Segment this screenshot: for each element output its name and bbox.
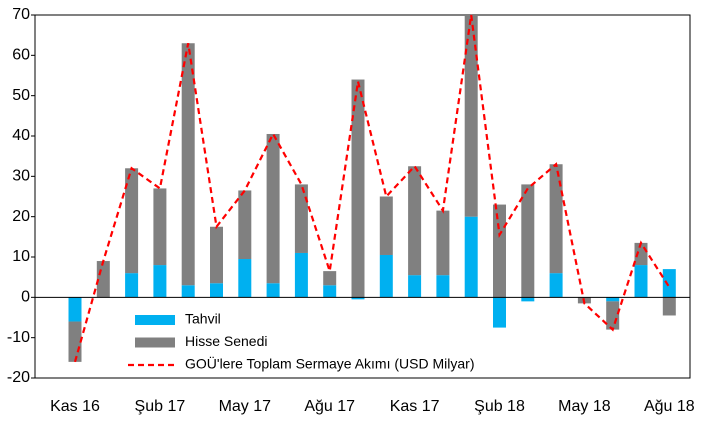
y-tick-label: 30 xyxy=(12,168,30,185)
bar xyxy=(634,265,648,298)
bar xyxy=(210,226,223,284)
bar xyxy=(408,275,422,298)
bar xyxy=(464,216,478,298)
x-tick-label: Şub 18 xyxy=(474,398,525,415)
bar xyxy=(436,275,450,298)
x-tick-label: Ağu 18 xyxy=(644,398,695,415)
x-tick-label: Kas 17 xyxy=(390,398,440,415)
bar xyxy=(662,297,676,316)
legend-label: Hisse Senedi xyxy=(185,333,268,349)
x-tick-label: Ağu 17 xyxy=(304,398,355,415)
y-tick-label: 20 xyxy=(12,208,30,225)
y-tick-label: 10 xyxy=(12,248,30,265)
bar xyxy=(153,265,167,298)
bar xyxy=(379,196,393,255)
bar xyxy=(436,210,450,276)
bar xyxy=(351,297,365,300)
bar xyxy=(351,79,365,298)
x-tick-label: May 18 xyxy=(558,398,611,415)
bar xyxy=(606,301,620,330)
bar xyxy=(181,43,195,286)
bar xyxy=(493,297,506,328)
bar xyxy=(549,164,563,274)
y-tick-label: -20 xyxy=(7,369,30,386)
y-tick-label: 60 xyxy=(12,47,30,64)
bar xyxy=(294,252,308,298)
bar xyxy=(464,15,478,217)
y-tick-label: 70 xyxy=(12,6,30,23)
bar xyxy=(323,285,337,298)
bar xyxy=(493,204,506,298)
bar xyxy=(238,190,252,260)
bar xyxy=(408,166,422,276)
plot-frame xyxy=(34,14,691,379)
bar xyxy=(606,297,620,302)
bar xyxy=(238,259,252,298)
bar xyxy=(521,184,535,298)
bar xyxy=(210,283,223,298)
y-tick-label: 40 xyxy=(12,127,30,144)
bar xyxy=(125,168,139,274)
bar xyxy=(266,283,280,298)
y-tick-label: 0 xyxy=(21,289,30,306)
bar xyxy=(662,269,676,298)
x-tick-label: May 17 xyxy=(219,398,272,415)
x-tick-label: Şub 17 xyxy=(135,398,186,415)
total-line xyxy=(73,14,671,363)
legend-swatch xyxy=(135,315,175,325)
bar xyxy=(294,184,308,253)
bar xyxy=(379,254,393,298)
bar xyxy=(153,188,167,266)
bar xyxy=(521,297,535,302)
legend-label: Tahvil xyxy=(185,311,221,327)
bar xyxy=(323,271,337,286)
y-tick-label: -10 xyxy=(7,329,30,346)
bar xyxy=(96,261,110,298)
bar xyxy=(549,273,563,298)
legend-label: GOÜ'lere Toplam Sermaye Akımı (USD Milya… xyxy=(185,355,474,372)
legend-swatch xyxy=(135,337,175,348)
bar xyxy=(181,285,195,298)
bar xyxy=(266,133,280,284)
bar xyxy=(125,273,139,298)
y-tick-label: 50 xyxy=(12,87,30,104)
x-tick-label: Kas 16 xyxy=(50,398,100,415)
bar xyxy=(68,297,82,322)
